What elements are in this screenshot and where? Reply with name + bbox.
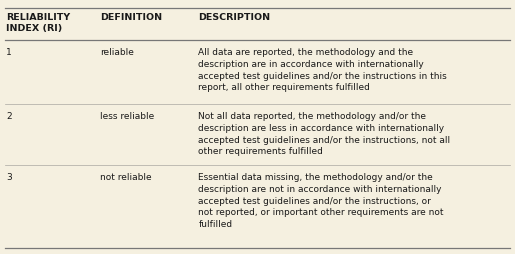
Text: less reliable: less reliable xyxy=(100,112,154,121)
Text: DESCRIPTION: DESCRIPTION xyxy=(198,13,270,22)
Text: 3: 3 xyxy=(6,173,12,182)
Text: Essential data missing, the methodology and/or the
description are not in accord: Essential data missing, the methodology … xyxy=(198,173,444,228)
Text: 2: 2 xyxy=(6,112,12,121)
Text: 1: 1 xyxy=(6,48,12,57)
Text: All data are reported, the methodology and the
description are in accordance wit: All data are reported, the methodology a… xyxy=(198,48,447,92)
Text: DEFINITION: DEFINITION xyxy=(100,13,163,22)
Text: reliable: reliable xyxy=(100,48,134,57)
Text: Not all data reported, the methodology and/or the
description are less in accord: Not all data reported, the methodology a… xyxy=(198,112,451,155)
Text: RELIABILITY
INDEX (RI): RELIABILITY INDEX (RI) xyxy=(6,13,71,33)
Text: not reliable: not reliable xyxy=(100,173,152,182)
